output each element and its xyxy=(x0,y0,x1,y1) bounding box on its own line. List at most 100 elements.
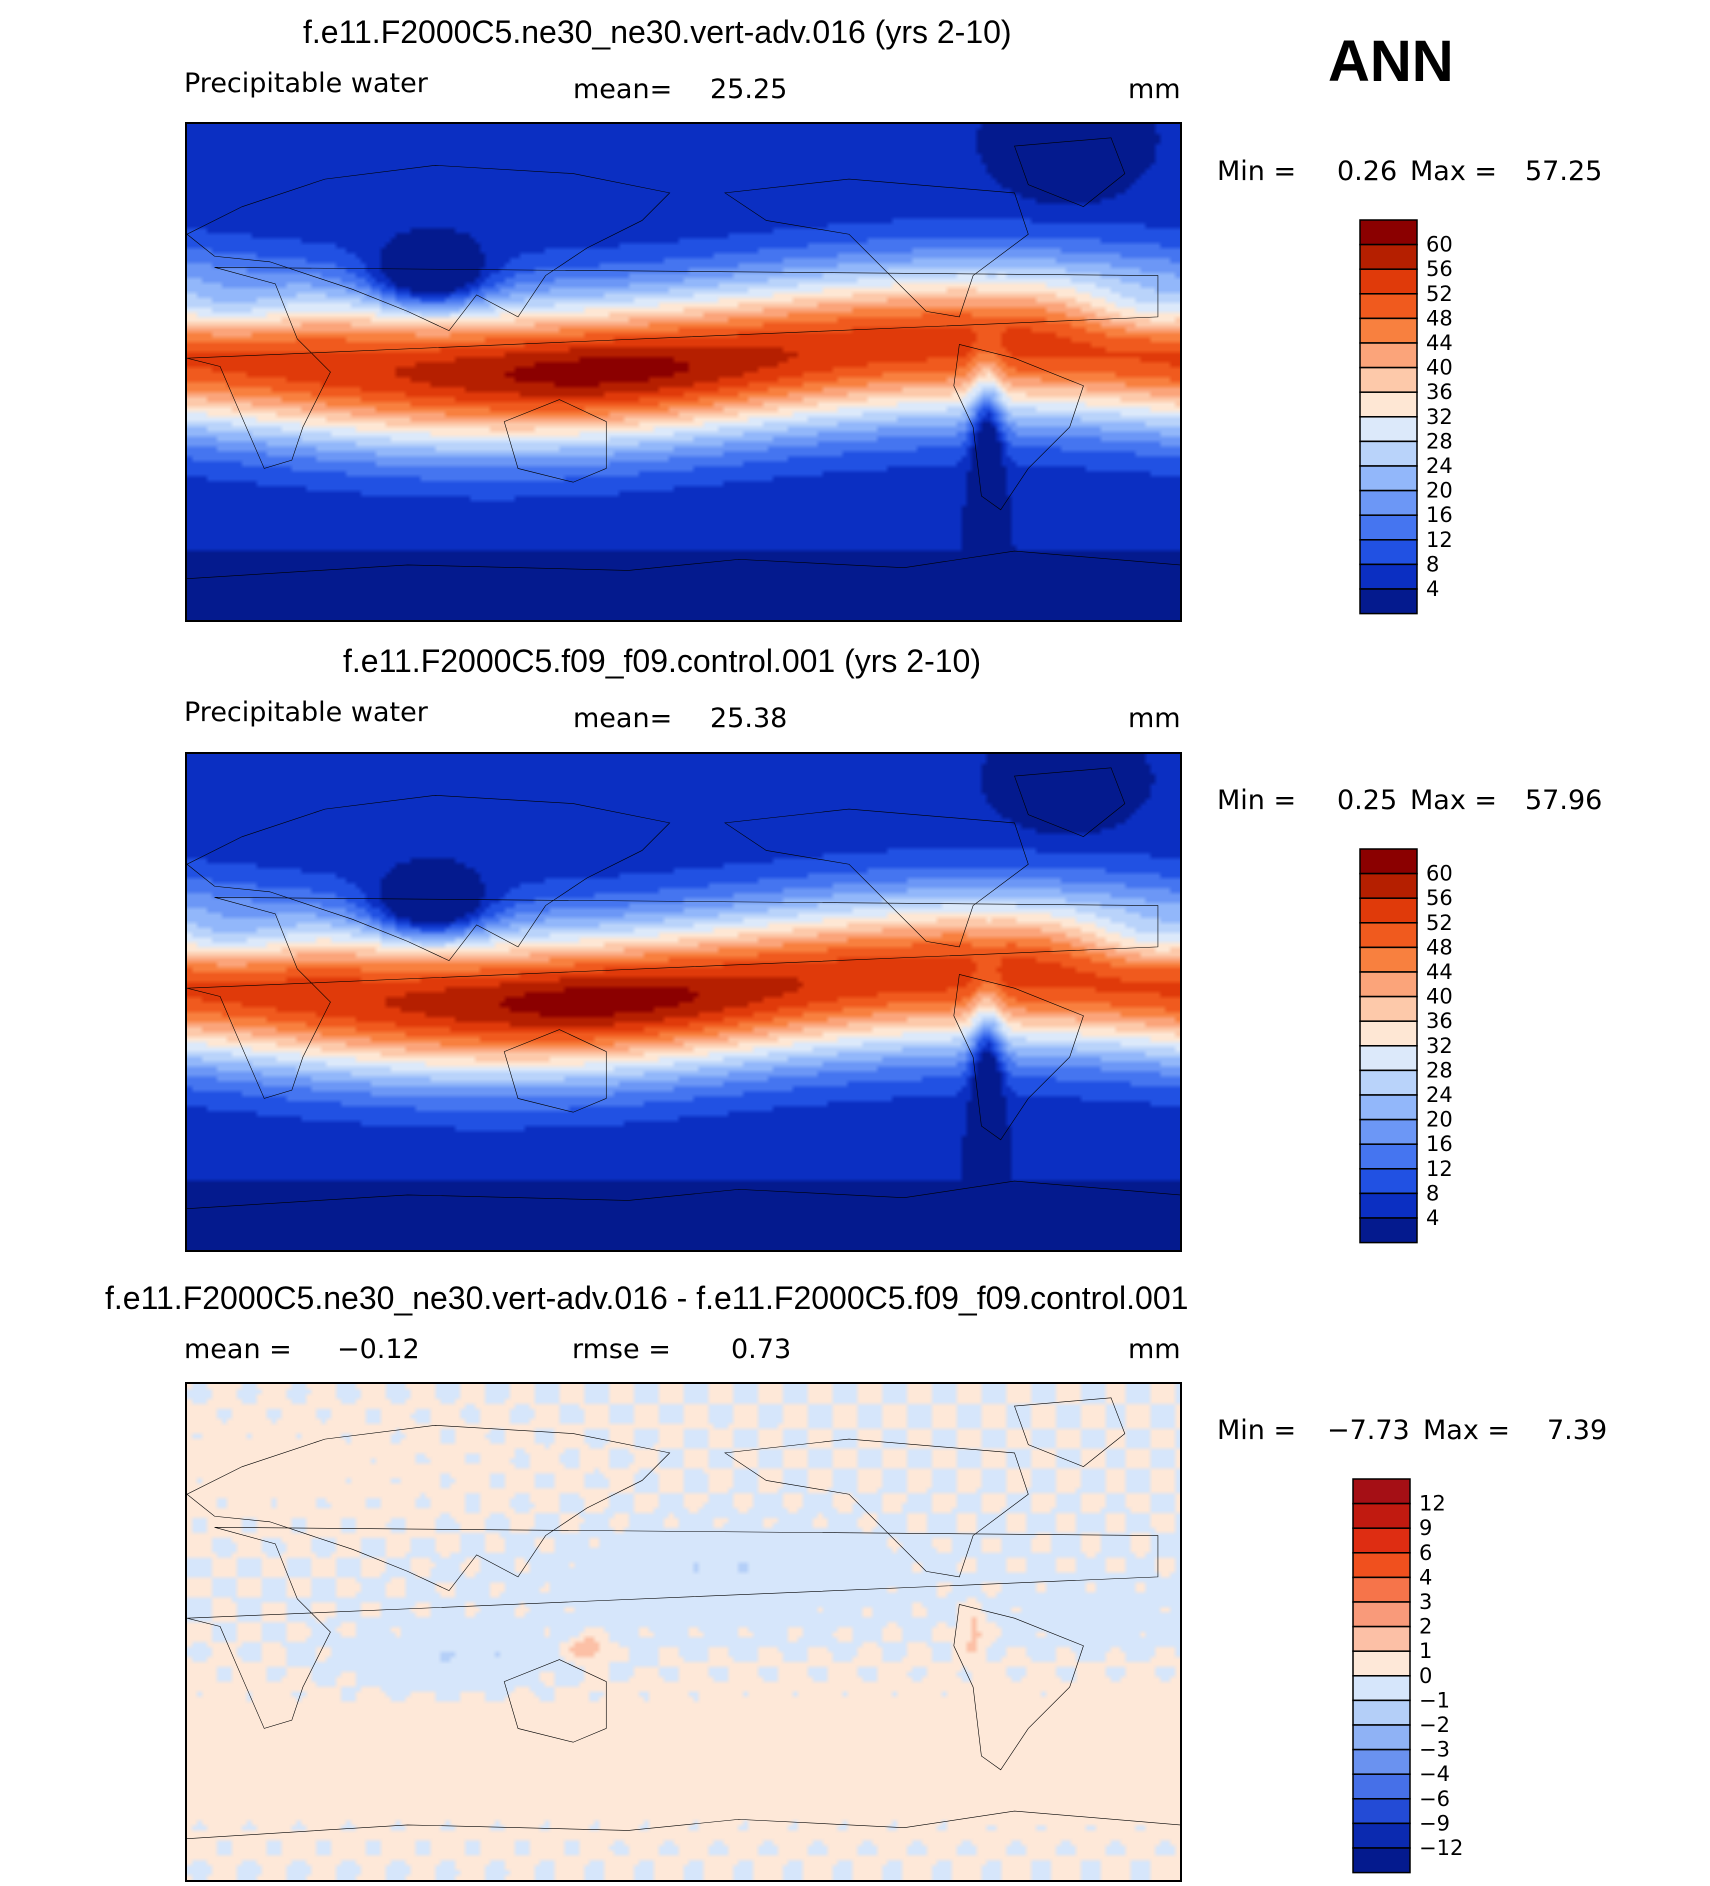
coastline xyxy=(954,974,1084,1139)
colorbar-swatch xyxy=(1352,1675,1411,1702)
colorbar-tick-label: 20 xyxy=(1426,1108,1453,1132)
colorbar-tick-label: 2 xyxy=(1419,1615,1432,1639)
colorbar-swatch xyxy=(1359,872,1418,899)
colorbar-swatch xyxy=(1359,514,1418,541)
panel-2-map xyxy=(185,752,1182,1252)
panel-2-title: f.e11.F2000C5.f09_f09.control.001 (yrs 2… xyxy=(343,643,981,679)
colorbar-tick-label: −1 xyxy=(1419,1688,1450,1712)
colorbar-swatch xyxy=(1359,219,1418,246)
season-label: ANN xyxy=(1328,29,1454,94)
colorbar-swatch xyxy=(1352,1552,1411,1579)
coastline-overlay xyxy=(187,1384,1180,1880)
panel-3-title: f.e11.F2000C5.ne30_ne30.vert-adv.016 - f… xyxy=(105,1280,1189,1316)
panel-3-colorbar: 12 9 6 4 3 2 1 0 −1 −2 −3 −4 −6 −9 −12 xyxy=(1352,1478,1492,1876)
colorbar-swatch xyxy=(1359,1217,1418,1244)
colorbar-swatch xyxy=(1359,1118,1418,1145)
coastline xyxy=(187,1181,1180,1209)
colorbar-swatch xyxy=(1352,1748,1411,1775)
colorbar-tick-label: 12 xyxy=(1426,1157,1453,1181)
coastline-overlay xyxy=(187,124,1180,620)
colorbar-swatch xyxy=(1359,1069,1418,1096)
panel-2-mean-value: 25.38 xyxy=(710,703,788,734)
colorbar-swatch xyxy=(1352,1699,1411,1726)
colorbar-tick-label: 44 xyxy=(1426,960,1453,984)
colorbar-tick-label: 12 xyxy=(1419,1492,1446,1516)
panel-3-max-value: 7.39 xyxy=(1547,1415,1608,1446)
colorbar-swatch xyxy=(1359,440,1418,467)
colorbar-swatch xyxy=(1352,1625,1411,1652)
colorbar-swatch xyxy=(1352,1502,1411,1529)
colorbar-tick-label: 4 xyxy=(1426,577,1439,601)
panel-2-min-value: 0.25 xyxy=(1337,785,1398,816)
map-field-raster xyxy=(187,124,1180,620)
colorbar-tick-label: 60 xyxy=(1426,862,1453,886)
colorbar-swatch xyxy=(1359,897,1418,924)
colorbar-swatch xyxy=(1359,563,1418,590)
panel-1-max-value: 57.25 xyxy=(1525,156,1603,187)
colorbar-swatch xyxy=(1359,489,1418,516)
colorbar-tick-label: 20 xyxy=(1426,479,1453,503)
coastline xyxy=(187,795,670,960)
colorbar-tick-label: 12 xyxy=(1426,528,1453,552)
coastline xyxy=(504,1030,606,1113)
coastline xyxy=(504,400,606,483)
coastline xyxy=(954,344,1084,509)
colorbar-tick-label: 8 xyxy=(1426,1181,1439,1205)
coastline xyxy=(187,1425,670,1590)
colorbar-swatch xyxy=(1352,1724,1411,1751)
colorbar-tick-label: 56 xyxy=(1426,257,1453,281)
coastline-overlay xyxy=(187,754,1180,1250)
colorbar-swatch xyxy=(1359,588,1418,615)
colorbar-swatch xyxy=(1359,995,1418,1022)
colorbar-swatch xyxy=(1359,342,1418,369)
colorbar-tick-label: 1 xyxy=(1419,1639,1432,1663)
panel-2-max-label: Max = xyxy=(1410,785,1498,816)
colorbar-tick-label: 60 xyxy=(1426,233,1453,257)
colorbar-tick-label: 24 xyxy=(1426,1083,1453,1107)
colorbar-swatch xyxy=(1359,366,1418,393)
colorbar-swatch xyxy=(1359,1168,1418,1195)
panel-1-mean-label: mean= xyxy=(573,74,673,105)
panel-3-mean-value: −0.12 xyxy=(337,1334,420,1365)
colorbar-swatch xyxy=(1359,1094,1418,1121)
colorbar-swatch xyxy=(1352,1847,1411,1874)
panel-3-rmse-label: rmse = xyxy=(572,1334,671,1365)
panel-1-colorbar: 60 56 52 48 44 40 36 32 28 24 20 16 12 8 4 xyxy=(1359,219,1499,617)
panel-2-variable: Precipitable water xyxy=(184,697,428,728)
coastline xyxy=(725,179,1028,317)
colorbar-swatch xyxy=(1359,293,1418,320)
colorbar-swatch xyxy=(1359,268,1418,295)
panel-1-title: f.e11.F2000C5.ne30_ne30.vert-adv.016 (yr… xyxy=(303,14,1012,50)
colorbar-tick-label: 32 xyxy=(1426,1034,1453,1058)
colorbar-tick-label: 16 xyxy=(1426,1132,1453,1156)
panel-1-min-label: Min = xyxy=(1217,156,1297,187)
colorbar-tick-label: −4 xyxy=(1419,1762,1450,1786)
panel-1-units: mm xyxy=(1128,74,1181,105)
colorbar-swatch xyxy=(1359,243,1418,270)
colorbar-swatch xyxy=(1359,317,1418,344)
colorbar-swatch xyxy=(1352,1650,1411,1677)
coastline xyxy=(187,267,1158,468)
colorbar-tick-label: 28 xyxy=(1426,429,1453,453)
colorbar-swatch xyxy=(1352,1576,1411,1603)
colorbar-tick-label: 36 xyxy=(1426,380,1453,404)
colorbar-swatch xyxy=(1352,1527,1411,1554)
coastline xyxy=(187,1811,1180,1839)
colorbar-tick-label: 40 xyxy=(1426,356,1453,380)
colorbar-tick-label: 9 xyxy=(1419,1516,1432,1540)
panel-1-mean-value: 25.25 xyxy=(710,74,788,105)
colorbar-tick-label: −2 xyxy=(1419,1713,1450,1737)
colorbar-tick-label: 4 xyxy=(1419,1565,1432,1589)
map-field-raster xyxy=(187,754,1180,1250)
colorbar-swatch xyxy=(1352,1601,1411,1628)
colorbar-tick-label: 52 xyxy=(1426,911,1453,935)
coastline xyxy=(954,1604,1084,1769)
panel-3-rmse-value: 0.73 xyxy=(731,1334,792,1365)
colorbar-swatch xyxy=(1359,465,1418,492)
colorbar-swatch xyxy=(1359,1192,1418,1219)
colorbar-tick-label: 8 xyxy=(1426,552,1439,576)
colorbar-swatch xyxy=(1352,1478,1411,1505)
coastline xyxy=(725,1439,1028,1577)
colorbar-swatch xyxy=(1352,1798,1411,1825)
panel-2-units: mm xyxy=(1128,703,1181,734)
